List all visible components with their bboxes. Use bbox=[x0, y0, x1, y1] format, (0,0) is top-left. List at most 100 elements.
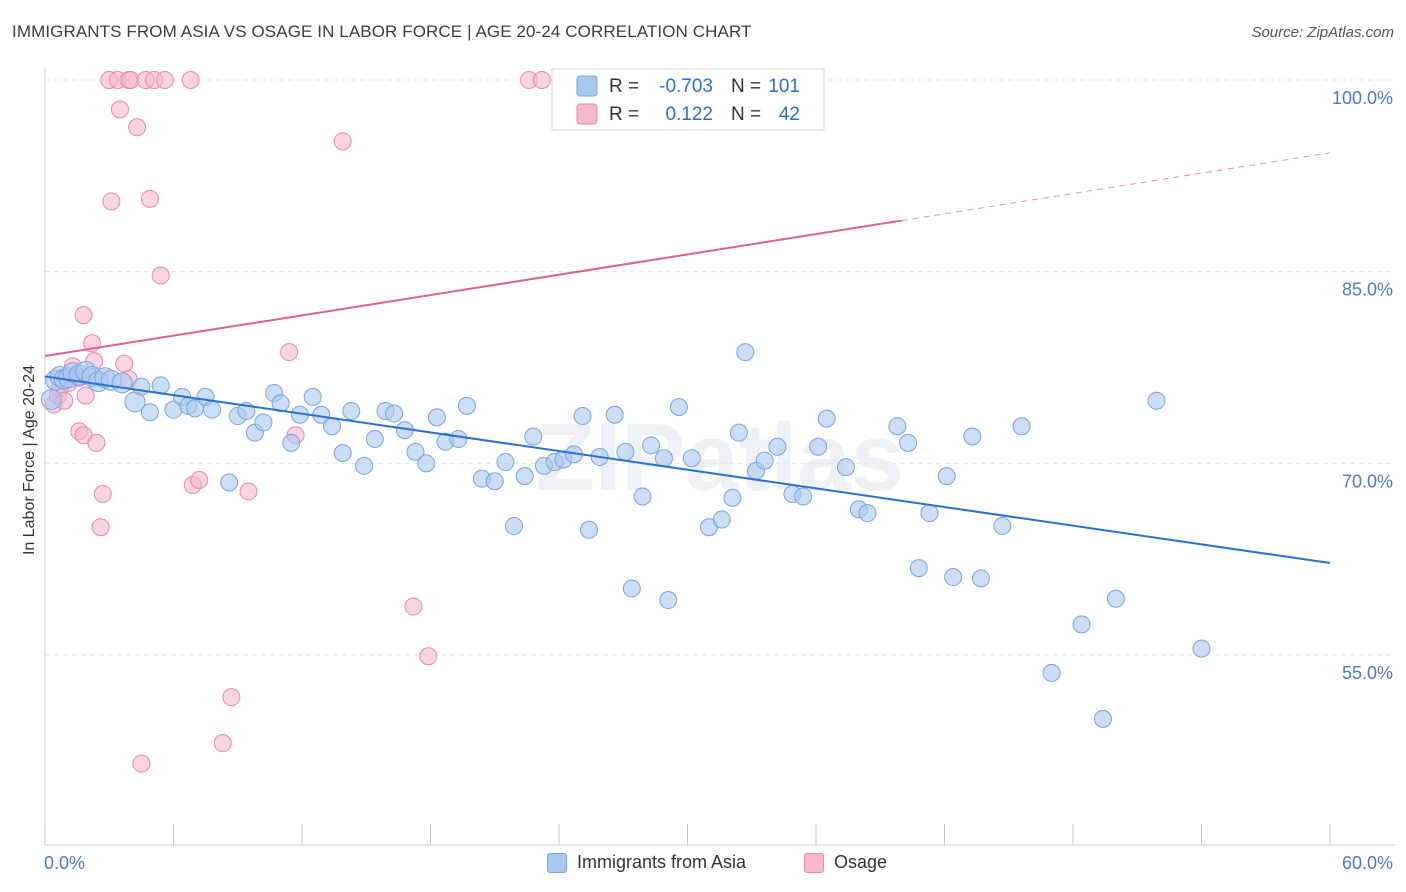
asia-point bbox=[920, 504, 939, 523]
asia-point bbox=[836, 458, 855, 477]
trend-lines bbox=[44, 152, 1331, 564]
asia-point bbox=[496, 453, 515, 472]
asia-point bbox=[1093, 709, 1112, 728]
asia-trend-line bbox=[44, 375, 1331, 564]
osage-point bbox=[76, 386, 95, 405]
asia-point bbox=[573, 407, 592, 426]
osage-point bbox=[140, 189, 159, 208]
asia-point bbox=[755, 451, 774, 470]
asia-point bbox=[736, 343, 755, 362]
asia-point bbox=[132, 377, 151, 396]
asia-point bbox=[282, 433, 301, 452]
osage-point bbox=[121, 71, 140, 89]
asia-point bbox=[449, 430, 468, 449]
asia-point bbox=[633, 487, 652, 506]
osage-point bbox=[93, 485, 112, 503]
legend-swatch-osage-bottom bbox=[804, 852, 824, 873]
asia-point bbox=[417, 454, 436, 473]
legend-r-label-asia: R = bbox=[609, 76, 639, 97]
asia-point bbox=[355, 456, 374, 475]
asia-point bbox=[203, 400, 222, 419]
legend-n-label-asia: N = bbox=[731, 76, 761, 97]
asia-point bbox=[809, 437, 828, 456]
osage-trend-extension bbox=[901, 152, 1331, 222]
asia-point bbox=[322, 417, 341, 436]
osage-point bbox=[110, 100, 129, 119]
asia-point bbox=[524, 427, 543, 446]
legend-item-asia[interactable]: Immigrants from Asia bbox=[547, 852, 746, 873]
asia-point bbox=[659, 591, 678, 610]
asia-point bbox=[271, 394, 290, 413]
asia-point bbox=[365, 430, 384, 449]
asia-point bbox=[406, 442, 425, 461]
asia-point bbox=[729, 423, 748, 442]
legend-n-value-asia: 101 bbox=[768, 76, 800, 97]
asia-point bbox=[768, 437, 787, 456]
osage-point bbox=[128, 118, 147, 137]
x-tick-labels: 0.0% 60.0% bbox=[44, 853, 1393, 873]
y-axis-label: In Labor Force | Age 20-24 bbox=[21, 365, 38, 555]
asia-point bbox=[427, 408, 446, 427]
axes bbox=[44, 68, 1395, 846]
asia-point bbox=[682, 449, 701, 468]
asia-point bbox=[220, 473, 239, 492]
asia-point bbox=[111, 372, 133, 394]
asia-point bbox=[515, 467, 534, 486]
legend-r-value-osage: 0.122 bbox=[665, 104, 713, 125]
asia-point bbox=[971, 569, 990, 588]
legend-r-label-osage: R = bbox=[609, 104, 639, 125]
asia-point bbox=[457, 396, 476, 415]
y-tick-label: 85.0% bbox=[1342, 280, 1393, 300]
osage-point bbox=[532, 71, 551, 89]
y-tick-label: 100.0% bbox=[1332, 88, 1393, 108]
asia-point bbox=[888, 417, 907, 436]
osage-point bbox=[155, 71, 174, 89]
chart-title: IMMIGRANTS FROM ASIA VS OSAGE IN LABOR F… bbox=[12, 22, 752, 41]
asia-point bbox=[40, 388, 62, 410]
asia-point bbox=[712, 510, 731, 529]
asia-point bbox=[385, 404, 404, 423]
asia-point bbox=[858, 504, 877, 523]
osage-point bbox=[213, 734, 232, 753]
asia-point bbox=[616, 442, 635, 461]
osage-point bbox=[190, 470, 209, 489]
osage-point bbox=[333, 132, 352, 151]
bottom-legend: Immigrants from Asia Osage bbox=[0, 852, 1406, 878]
gridlines bbox=[45, 79, 1395, 656]
asia-point bbox=[654, 449, 673, 468]
osage-point bbox=[74, 306, 93, 325]
y-tick-labels: 55.0% 70.0% 85.0% 100.0% bbox=[1332, 88, 1393, 683]
asia-point bbox=[1042, 663, 1061, 682]
asia-point bbox=[723, 488, 742, 507]
legend-item-osage[interactable]: Osage bbox=[804, 852, 887, 873]
osage-trend-line bbox=[44, 219, 902, 357]
legend-label-asia: Immigrants from Asia bbox=[577, 852, 747, 872]
asia-point bbox=[944, 568, 963, 587]
osage-point bbox=[91, 518, 110, 537]
legend-r-value-asia: -0.703 bbox=[659, 76, 713, 97]
osage-point bbox=[239, 482, 258, 501]
asia-point bbox=[622, 579, 641, 598]
osage-point bbox=[419, 647, 438, 666]
asia-point bbox=[333, 444, 352, 463]
osage-point bbox=[102, 192, 121, 211]
asia-point bbox=[605, 405, 624, 424]
asia-point bbox=[1192, 639, 1211, 658]
asia-point bbox=[505, 516, 524, 535]
asia-point bbox=[963, 427, 982, 446]
asia-point bbox=[993, 516, 1012, 535]
asia-point bbox=[1072, 615, 1091, 634]
legend-swatch-osage bbox=[576, 103, 598, 125]
asia-point bbox=[579, 520, 598, 539]
osage-point bbox=[115, 354, 134, 373]
asia-point bbox=[1012, 417, 1031, 436]
asia-point bbox=[303, 387, 322, 406]
legend-n-label-osage: N = bbox=[731, 104, 761, 125]
osage-point bbox=[404, 597, 423, 616]
legend-swatch-asia bbox=[576, 75, 598, 97]
legend-label-osage: Osage bbox=[834, 852, 888, 872]
asia-point bbox=[1106, 589, 1125, 608]
osage-point bbox=[87, 433, 106, 452]
y-tick-label: 55.0% bbox=[1342, 663, 1393, 683]
